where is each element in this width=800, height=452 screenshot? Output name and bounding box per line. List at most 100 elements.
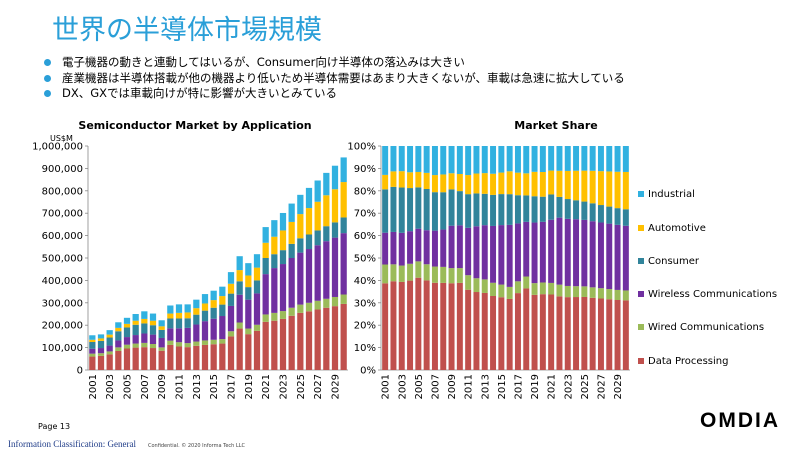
page-title: 世界の半導体市場規模	[52, 15, 322, 46]
bar-segment-consumer	[564, 199, 571, 219]
bar-segment-consumer	[340, 217, 347, 234]
legend-swatch	[638, 291, 644, 297]
y-tick-label: 500,000	[42, 254, 83, 265]
bar-segment-automotive	[115, 327, 122, 332]
bar-segment-data-processing	[97, 355, 105, 370]
bar-segment-data-processing	[622, 300, 629, 370]
bar-segment-data-processing	[448, 283, 455, 370]
bar-segment-consumer	[398, 187, 405, 233]
x-tick-label: 2027	[313, 374, 324, 399]
bar-segment-consumer	[597, 205, 604, 223]
bar-segment-wireless-communications	[456, 225, 463, 269]
bar-segment-wireless-communications	[431, 230, 438, 267]
bar-segment-automotive	[514, 172, 521, 196]
bar-segment-industrial	[498, 146, 505, 173]
bar-segment-automotive	[490, 173, 497, 195]
bar-segment-wired-communications	[167, 340, 174, 345]
bar-segment-wired-communications	[564, 285, 571, 298]
bar-segment-automotive	[473, 173, 480, 194]
bar-segment-automotive	[398, 171, 405, 188]
bar-segment-wireless-communications	[158, 337, 165, 348]
bar-segment-wired-communications	[288, 307, 295, 316]
bar-segment-consumer	[123, 327, 131, 338]
bar-segment-automotive	[622, 171, 629, 210]
bar-segment-automotive	[597, 171, 604, 206]
bar-segment-data-processing	[271, 320, 278, 370]
bar-segment-data-processing	[323, 307, 330, 370]
bar-segment-wireless-communications	[132, 335, 139, 344]
bar-segment-wired-communications	[597, 288, 604, 299]
x-tick-label: 2011	[464, 374, 475, 399]
bar-segment-wired-communications	[193, 341, 200, 346]
bar-segment-automotive	[236, 270, 243, 282]
bar-segment-automotive	[498, 172, 505, 195]
bar-segment-wired-communications	[382, 264, 389, 284]
bar-segment-data-processing	[440, 282, 447, 370]
bar-segment-automotive	[614, 171, 621, 209]
bar-segment-data-processing	[314, 309, 321, 370]
bar-segment-wired-communications	[473, 278, 480, 293]
bar-segment-industrial	[614, 146, 621, 172]
x-tick-label: 2013	[192, 374, 203, 399]
y-tick-label: 100%	[347, 142, 376, 153]
bar-segment-industrial	[597, 146, 604, 172]
y-tick-label: 700,000	[42, 209, 83, 220]
bar-segment-wireless-communications	[415, 228, 422, 262]
bar-segment-data-processing	[193, 345, 200, 370]
bar-segment-industrial	[423, 146, 430, 173]
legend-label: Wireless Communications	[648, 289, 777, 300]
bar-segment-consumer	[573, 200, 580, 220]
bar-segment-wireless-communications	[398, 232, 405, 266]
bar-segment-consumer	[184, 318, 191, 328]
bar-segment-automotive	[227, 283, 235, 294]
bar-segment-consumer	[132, 324, 139, 336]
bar-segment-automotive	[581, 170, 588, 202]
bar-segment-wireless-communications	[331, 237, 339, 297]
bar-segment-wireless-communications	[219, 316, 226, 340]
bar-segment-automotive	[465, 175, 472, 195]
bar-segment-wireless-communications	[201, 321, 209, 341]
bar-segment-wired-communications	[581, 286, 588, 297]
bar-segment-automotive	[440, 174, 447, 193]
bar-segment-data-processing	[490, 295, 497, 370]
x-tick-label: 2023	[563, 374, 574, 399]
legend-swatch	[638, 324, 644, 330]
bar-segment-automotive	[201, 303, 209, 311]
x-tick-label: 2007	[140, 374, 151, 399]
bar-segment-industrial	[271, 220, 278, 237]
y-tick-label: 40%	[354, 276, 376, 287]
x-tick-label: 2001	[381, 374, 392, 399]
bar-segment-wired-communications	[614, 289, 621, 300]
bar-segment-wireless-communications	[423, 230, 430, 265]
bar-segment-wireless-communications	[123, 337, 131, 345]
x-tick-label: 2009	[157, 374, 168, 399]
bar-segment-industrial	[331, 165, 339, 190]
bar-segment-data-processing	[481, 292, 488, 370]
bar-segment-industrial	[149, 313, 157, 321]
bar-segment-automotive	[456, 174, 463, 192]
y-tick-label: 50%	[354, 254, 376, 265]
bar-segment-data-processing	[149, 348, 157, 370]
bar-segment-data-processing	[219, 343, 226, 370]
bar-segment-industrial	[123, 317, 131, 324]
x-tick-label: 2007	[430, 374, 441, 399]
bar-segment-consumer	[431, 192, 438, 231]
bar-segment-wireless-communications	[340, 233, 347, 295]
bar-segment-data-processing	[201, 344, 209, 370]
bar-segment-wireless-communications	[175, 328, 183, 343]
bar-segment-consumer	[473, 193, 480, 227]
bar-segment-wireless-communications	[149, 334, 157, 345]
bar-segment-industrial	[201, 294, 209, 304]
bar-segment-wired-communications	[331, 296, 339, 307]
bar-segment-wireless-communications	[279, 264, 287, 312]
y-tick-label: 70%	[354, 209, 376, 220]
bar-segment-wired-communications	[456, 268, 463, 283]
legend-swatch	[638, 191, 644, 197]
y-tick-label: 10%	[354, 343, 376, 354]
bar-segment-automotive	[340, 182, 347, 218]
bar-segment-wireless-communications	[167, 328, 174, 341]
bar-segment-data-processing	[382, 283, 389, 370]
x-tick-label: 2025	[296, 374, 307, 399]
bar-segment-consumer	[245, 287, 252, 300]
